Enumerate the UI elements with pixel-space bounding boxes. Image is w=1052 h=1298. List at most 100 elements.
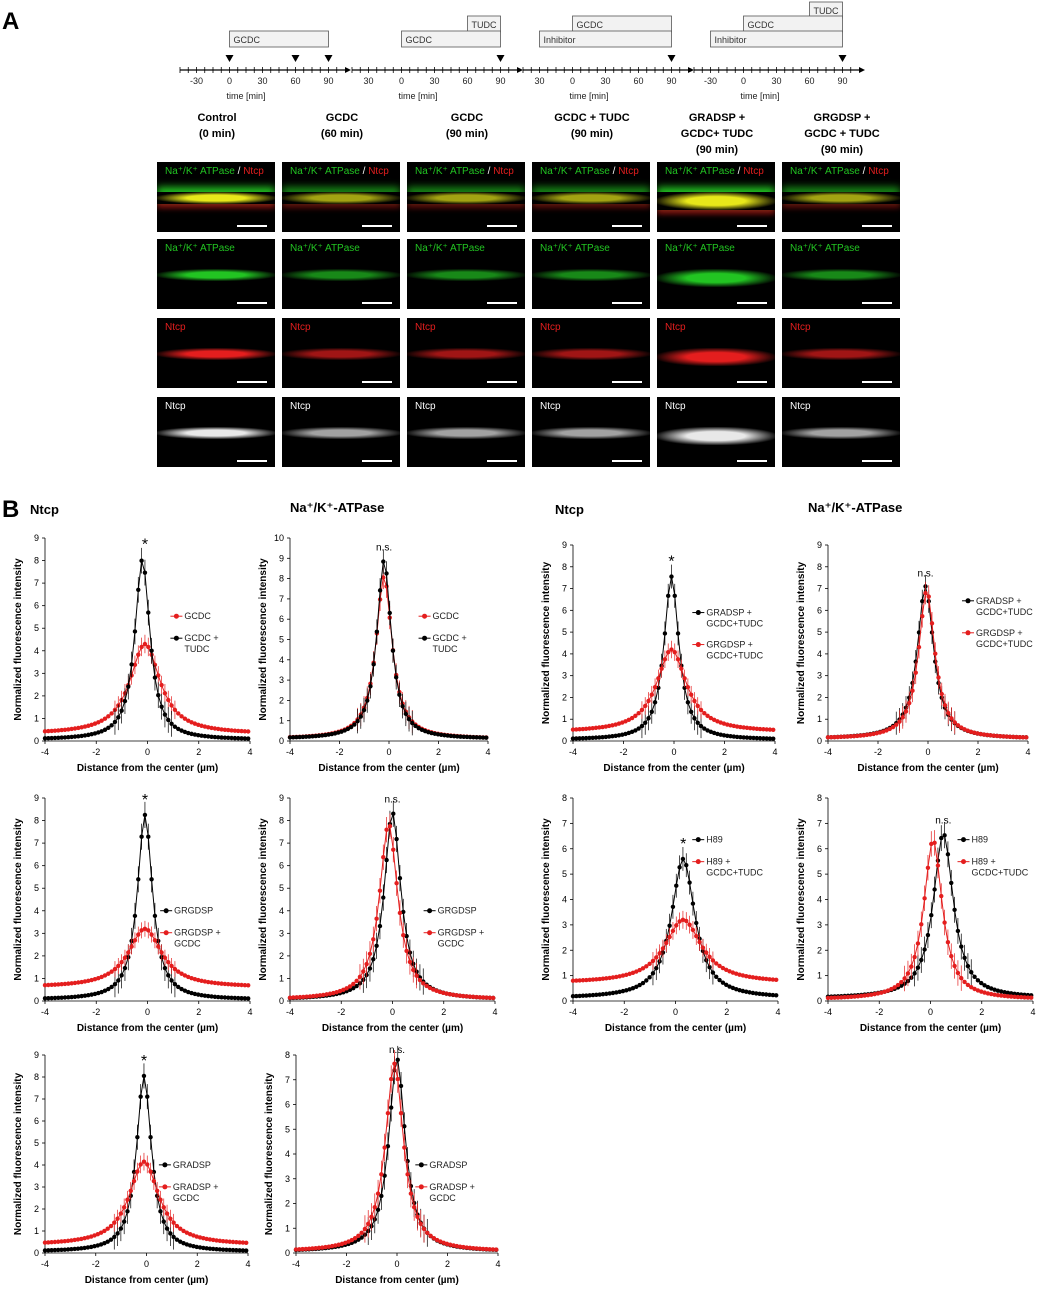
y-tick-label: 7 <box>34 578 39 588</box>
data-point <box>212 726 218 731</box>
legend-swatch-marker <box>695 837 701 843</box>
y-tick-label: 4 <box>562 895 567 905</box>
y-tick-label: 8 <box>34 816 39 826</box>
data-point <box>724 982 729 988</box>
data-point <box>310 734 315 739</box>
y-axis-label: Normalized fluorescence intensity <box>258 558 269 721</box>
tick-label: 30 <box>534 76 544 86</box>
data-point <box>1007 734 1013 739</box>
micrograph-label: Ntcp <box>165 322 186 333</box>
data-point <box>189 975 194 981</box>
data-point <box>744 989 749 994</box>
data-point <box>287 735 293 740</box>
y-tick-label: 3 <box>34 668 39 678</box>
data-point <box>616 733 622 738</box>
condition-label-line: GCDC + TUDC <box>554 112 630 124</box>
data-point <box>892 985 897 990</box>
data-point <box>76 980 81 985</box>
timepoint-arrow <box>324 55 333 62</box>
membrane-band <box>157 269 275 281</box>
data-point <box>192 991 198 997</box>
micrograph-label: Na⁺/K⁺ ATPase / Ntcp <box>790 166 889 177</box>
data-point <box>989 991 994 997</box>
data-point <box>176 726 181 732</box>
data-point <box>1020 735 1026 740</box>
label-ntcp: Ntcp <box>368 166 389 177</box>
data-point <box>176 969 181 974</box>
data-point <box>46 728 51 734</box>
tick-label: 0 <box>399 76 404 86</box>
data-point <box>461 734 466 740</box>
label-atpase: Na⁺/K⁺ ATPase <box>415 243 485 254</box>
legend-label: GRADSP + GCDC+TUDC <box>706 608 763 629</box>
legend-label-line: GCDC+TUDC <box>706 651 763 661</box>
data-point <box>978 731 983 737</box>
data-point <box>985 732 990 738</box>
data-point <box>744 725 750 731</box>
data-point <box>316 733 322 738</box>
data-point <box>72 1237 77 1243</box>
data-point <box>721 733 727 738</box>
condition-label: GRADSP + GCDC+ TUDC (90 min) <box>657 110 777 158</box>
data-point <box>239 996 244 1001</box>
data-point <box>872 991 877 997</box>
series-line-1 <box>44 814 249 999</box>
micrograph-r2-c5: Na⁺/K⁺ ATPase <box>657 239 775 309</box>
scale-bar <box>362 381 392 383</box>
x-axis-label: Distance from the center (µm) <box>860 1023 1001 1034</box>
micrograph-label: Ntcp <box>665 322 686 333</box>
y-tick-label: 0 <box>562 736 567 746</box>
data-point <box>314 993 319 998</box>
data-point <box>1029 995 1034 1000</box>
line-chart-10: 0 1 2 3 4 5 6 7 8 -4 -2 0 2 4 Distance from center (µm… <box>264 1045 501 1286</box>
data-point <box>304 994 309 999</box>
data-point <box>988 733 993 738</box>
y-tick-label: 3 <box>817 671 822 681</box>
data-point <box>46 735 51 741</box>
data-point <box>333 1243 338 1248</box>
membrane-band <box>657 269 775 287</box>
data-point <box>191 1244 196 1249</box>
data-point <box>428 1233 433 1239</box>
data-point <box>59 981 64 987</box>
data-point <box>975 731 980 736</box>
data-point <box>770 977 776 982</box>
data-point <box>1002 990 1007 995</box>
y-tick-label: 6 <box>279 861 284 871</box>
x-tick-label: 2 <box>196 1007 201 1017</box>
data-point <box>461 1244 466 1250</box>
data-point <box>750 990 756 996</box>
data-point <box>995 992 1001 998</box>
data-point <box>186 989 191 995</box>
legend-label-line: GRGDSP + <box>438 928 485 938</box>
tick-label: 90 <box>495 76 505 86</box>
data-point <box>76 994 81 999</box>
data-point <box>181 1228 186 1234</box>
scale-bar <box>487 460 517 462</box>
data-point <box>334 989 339 995</box>
data-point <box>240 1240 246 1245</box>
data-point <box>991 733 996 738</box>
y-tick-label: 4 <box>34 1160 39 1170</box>
y-tick-label: 9 <box>562 540 567 550</box>
data-point <box>347 984 353 989</box>
x-tick-label: 0 <box>390 1007 395 1017</box>
y-tick-label: 1 <box>34 973 39 983</box>
data-point <box>590 977 596 982</box>
data-point <box>869 992 874 997</box>
data-point <box>490 1247 496 1252</box>
data-point <box>484 1246 489 1252</box>
data-point <box>474 1246 479 1251</box>
y-tick-label: 5 <box>285 1124 290 1134</box>
data-point <box>66 981 71 986</box>
data-point <box>246 736 251 741</box>
micrograph-label: Ntcp <box>790 322 811 333</box>
data-point <box>178 1226 183 1231</box>
membrane-band <box>407 427 525 439</box>
data-point <box>637 967 642 973</box>
data-point <box>184 1242 190 1247</box>
x-axis-label: Distance from the center (µm) <box>77 1023 218 1034</box>
data-point <box>179 728 184 733</box>
x-tick-label: -2 <box>92 747 100 757</box>
series-line-2 <box>44 1161 247 1244</box>
